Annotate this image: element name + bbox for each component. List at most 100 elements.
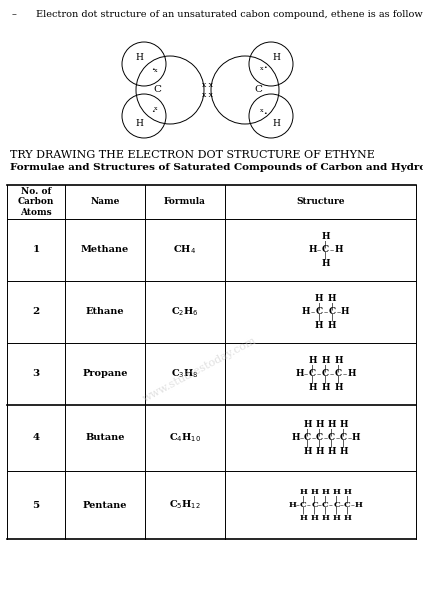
Text: –: –	[335, 434, 340, 442]
Text: TRY DRAWING THE ELECTRON DOT STRUCTURE OF ETHYNE: TRY DRAWING THE ELECTRON DOT STRUCTURE O…	[10, 150, 375, 160]
Text: C: C	[254, 85, 262, 94]
Text: H: H	[341, 307, 349, 316]
Text: |: |	[324, 364, 327, 372]
Text: |: |	[342, 428, 345, 436]
Text: |: |	[318, 314, 321, 322]
Text: |: |	[330, 440, 333, 448]
Text: H: H	[303, 447, 312, 456]
Text: –: –	[340, 501, 344, 509]
Text: H: H	[135, 52, 143, 61]
Text: |: |	[318, 428, 321, 436]
Text: –: –	[296, 501, 300, 509]
Text: Electron dot structure of an unsaturated cabon compound, ethene is as follows:: Electron dot structure of an unsaturated…	[36, 10, 423, 19]
Text: H: H	[302, 307, 310, 316]
Text: H: H	[321, 515, 330, 522]
Text: x x: x x	[202, 81, 213, 89]
Text: H: H	[288, 501, 297, 509]
Text: H: H	[315, 294, 323, 303]
Text: H: H	[327, 447, 336, 456]
Text: No. of
Carbon
Atoms: No. of Carbon Atoms	[18, 187, 54, 217]
Text: Formulae and Structures of Saturated Compounds of Carbon and Hydrogen: Formulae and Structures of Saturated Com…	[10, 163, 423, 172]
Text: –: –	[351, 501, 355, 509]
Text: H: H	[315, 447, 324, 456]
Text: |: |	[306, 440, 309, 448]
Text: –: –	[299, 434, 304, 442]
Text: 3: 3	[33, 369, 40, 379]
Text: H: H	[343, 488, 352, 495]
Text: |: |	[324, 240, 327, 249]
Text: x: x	[260, 108, 264, 114]
Text: |: |	[302, 495, 305, 503]
Text: H: H	[291, 434, 300, 442]
Text: H: H	[272, 52, 280, 61]
Text: –: –	[317, 370, 321, 378]
Text: H: H	[339, 447, 348, 456]
Text: |: |	[337, 364, 340, 372]
Text: –: –	[329, 501, 333, 509]
Text: |: |	[324, 376, 327, 384]
Text: Methane: Methane	[81, 246, 129, 254]
Text: •: •	[151, 108, 155, 114]
Text: x: x	[260, 67, 264, 71]
Text: H: H	[321, 488, 330, 495]
Text: C: C	[322, 246, 329, 254]
Text: –: –	[343, 370, 347, 378]
Text: –: –	[304, 370, 308, 378]
Text: C: C	[322, 369, 329, 379]
Text: C: C	[300, 501, 307, 509]
Text: –: –	[317, 246, 321, 254]
Text: www.studiestoday.com: www.studiestoday.com	[141, 336, 258, 404]
Text: H: H	[135, 118, 143, 127]
Text: –: –	[323, 308, 328, 316]
Text: –: –	[336, 308, 341, 316]
Text: H: H	[347, 369, 356, 379]
Text: –: –	[12, 10, 17, 19]
Text: H: H	[295, 369, 304, 379]
Text: C$_4$H$_{10}$: C$_4$H$_{10}$	[169, 432, 201, 444]
Text: |: |	[318, 302, 321, 310]
Text: |: |	[330, 314, 333, 322]
Text: H: H	[321, 383, 330, 392]
Text: Butane: Butane	[85, 434, 125, 442]
Text: –: –	[330, 370, 334, 378]
Text: –: –	[310, 308, 315, 316]
Text: H: H	[321, 232, 330, 241]
Text: C: C	[328, 434, 335, 442]
Text: |: |	[311, 364, 314, 372]
Text: |: |	[302, 507, 305, 515]
Text: |: |	[324, 495, 327, 503]
Text: H: H	[334, 246, 343, 254]
Text: |: |	[330, 302, 333, 310]
Text: C: C	[153, 85, 161, 94]
Text: C: C	[322, 501, 329, 509]
Text: 1: 1	[33, 246, 40, 254]
Text: 2: 2	[33, 307, 40, 316]
Text: C$_2$H$_6$: C$_2$H$_6$	[171, 306, 199, 319]
Text: 5: 5	[33, 501, 40, 509]
Text: |: |	[318, 440, 321, 448]
Text: H: H	[303, 420, 312, 429]
Text: C: C	[333, 501, 340, 509]
Text: Formula: Formula	[164, 197, 206, 207]
Text: H: H	[343, 515, 352, 522]
Text: x: x	[154, 68, 158, 74]
Text: H: H	[310, 488, 319, 495]
Text: H: H	[308, 356, 317, 365]
Text: |: |	[330, 428, 333, 436]
Text: H: H	[328, 321, 336, 330]
Text: |: |	[335, 495, 338, 503]
Text: –: –	[347, 434, 352, 442]
Text: |: |	[342, 440, 345, 448]
Text: Propane: Propane	[82, 369, 128, 379]
Text: H: H	[328, 294, 336, 303]
Text: |: |	[313, 495, 316, 503]
Text: C: C	[316, 434, 323, 442]
Text: –: –	[330, 246, 334, 254]
Text: C: C	[311, 501, 318, 509]
Text: –: –	[318, 501, 322, 509]
Text: |: |	[337, 376, 340, 384]
Text: C$_5$H$_{12}$: C$_5$H$_{12}$	[169, 499, 201, 511]
Text: |: |	[306, 428, 309, 436]
Text: H: H	[315, 420, 324, 429]
Text: H: H	[354, 501, 363, 509]
